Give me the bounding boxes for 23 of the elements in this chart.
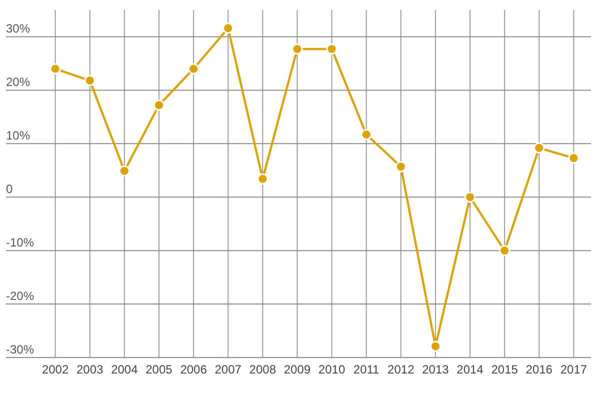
y-tick-label: 10%: [6, 128, 30, 143]
y-tick-label: 30%: [6, 22, 30, 36]
y-tick-label: 20%: [6, 75, 30, 90]
x-tick-label: 2004: [111, 362, 138, 376]
x-tick-label: 2014: [456, 362, 484, 376]
x-tick-label: 2017: [560, 362, 588, 376]
x-tick-label: 2002: [42, 362, 69, 376]
y-tick-label: 0: [6, 182, 13, 196]
x-tick-label: 2013: [422, 362, 450, 376]
y-tick-label: -30%: [6, 342, 34, 356]
x-tick-label: 2007: [214, 362, 242, 376]
x-tick-label: 2005: [146, 362, 173, 376]
x-tick-label: 2016: [526, 362, 553, 376]
x-tick-label: 2009: [284, 362, 311, 376]
x-tick-label: 2006: [180, 362, 208, 376]
x-tick-label: 2008: [249, 362, 276, 376]
x-tick-label: 2015: [491, 362, 518, 376]
y-tick-label: -10%: [6, 236, 34, 250]
x-tick-label: 2010: [318, 362, 346, 376]
x-tick-label: 2011: [353, 362, 380, 376]
y-tick-label: -20%: [6, 289, 34, 304]
x-tick-label: 2003: [76, 362, 104, 376]
x-tick-label: 2012: [388, 362, 415, 376]
